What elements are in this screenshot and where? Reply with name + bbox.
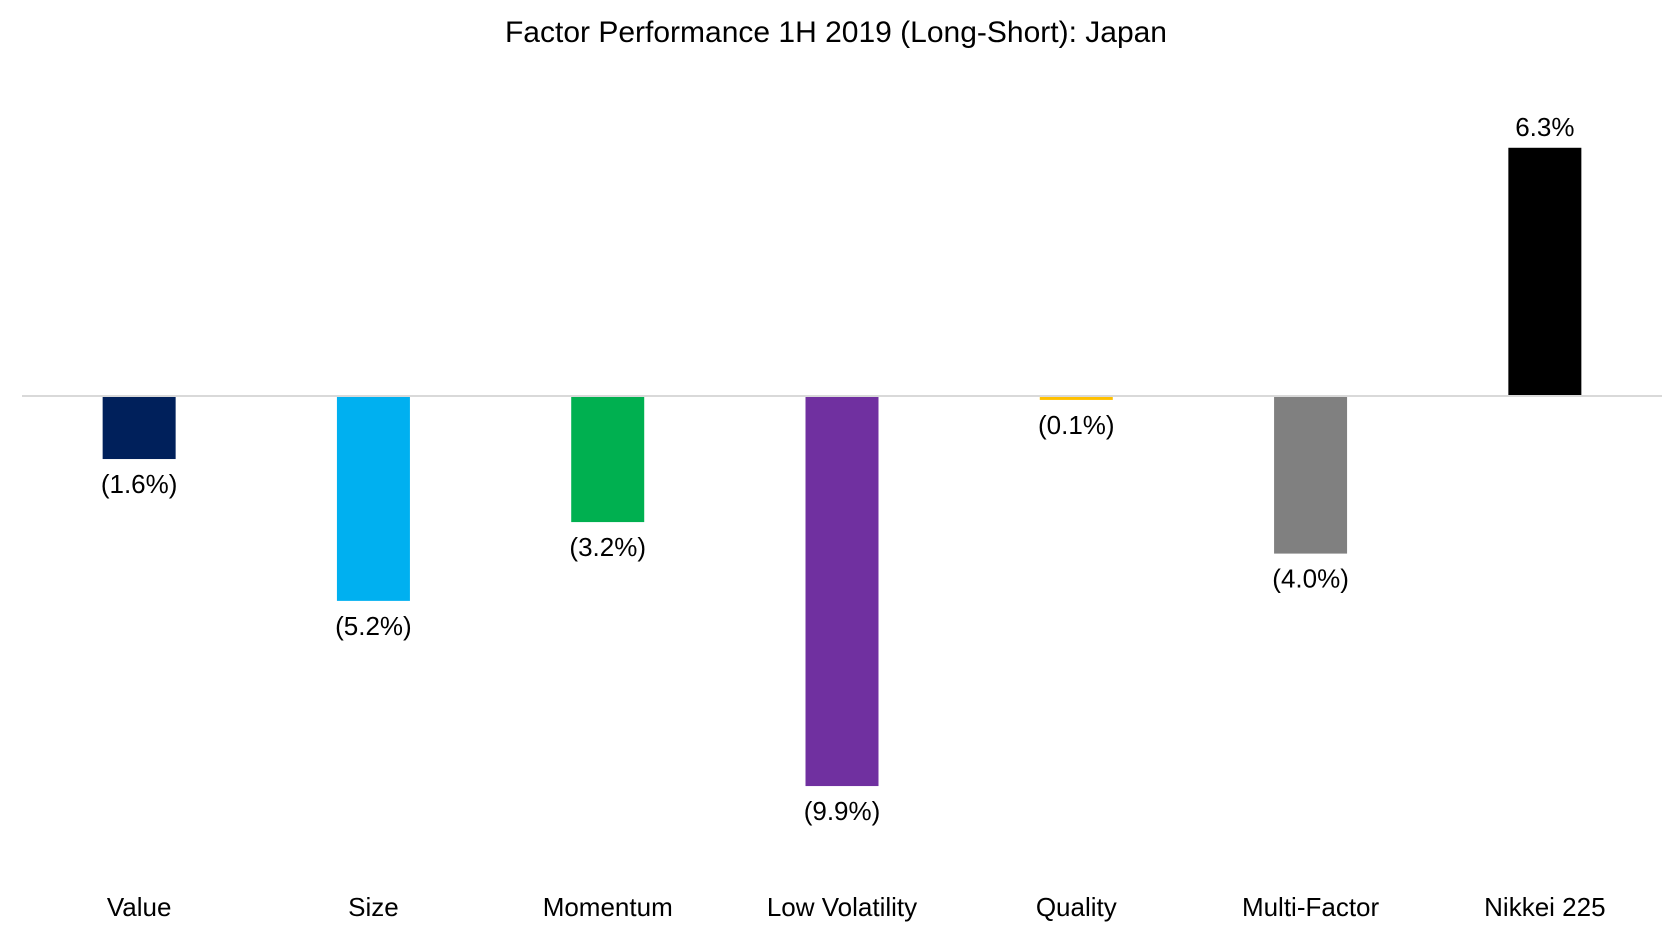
data-label: (3.2%) bbox=[569, 532, 646, 562]
category-label: Size bbox=[348, 892, 399, 922]
category-label: Nikkei 225 bbox=[1484, 892, 1605, 922]
data-label: (4.0%) bbox=[1272, 564, 1349, 594]
data-label: (1.6%) bbox=[101, 469, 178, 499]
chart-title: Factor Performance 1H 2019 (Long-Short):… bbox=[504, 16, 1167, 49]
bar-multi-factor bbox=[1274, 396, 1348, 554]
data-label: (5.2%) bbox=[335, 611, 412, 641]
category-label: Quality bbox=[1036, 892, 1117, 922]
bar-nikkei-225 bbox=[1508, 147, 1582, 396]
category-label: Low Volatility bbox=[767, 892, 917, 922]
data-label: 6.3% bbox=[1515, 112, 1574, 142]
category-label: Momentum bbox=[543, 892, 673, 922]
data-label: (9.9%) bbox=[804, 796, 881, 826]
bar-momentum bbox=[571, 396, 645, 523]
category-label: Multi-Factor bbox=[1242, 892, 1380, 922]
bar-value bbox=[102, 396, 176, 460]
bar-quality bbox=[1039, 396, 1113, 400]
bar-low-volatility bbox=[805, 396, 879, 787]
data-label: (0.1%) bbox=[1038, 410, 1115, 440]
bar-size bbox=[336, 396, 410, 601]
category-label: Value bbox=[107, 892, 172, 922]
